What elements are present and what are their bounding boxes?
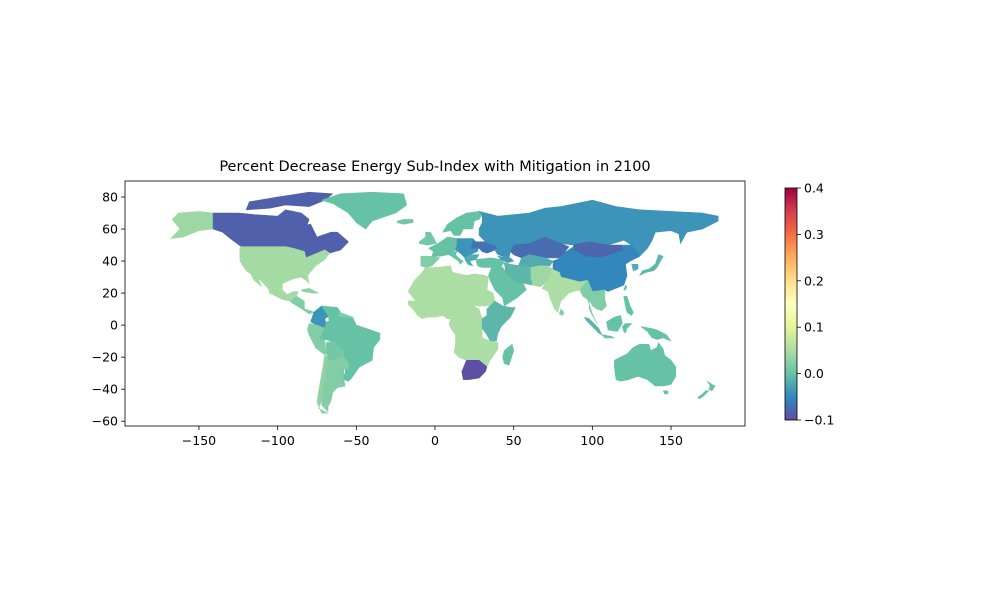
region-uruguay	[343, 372, 352, 382]
region-canada-arctic	[245, 191, 334, 211]
region-balkans	[464, 254, 480, 267]
region-south-africa	[461, 359, 488, 380]
region-java	[601, 334, 615, 339]
region-southeast-asia	[579, 279, 607, 324]
region-central-africa	[448, 305, 483, 342]
y-tick-label: 0	[110, 318, 118, 333]
colorbar-tick-label: 0.2	[804, 273, 824, 288]
region-greenland	[321, 191, 408, 230]
x-tick-label: 150	[659, 433, 683, 448]
chart-title: Percent Decrease Energy Sub-Index with M…	[219, 159, 650, 175]
region-central-america	[289, 295, 315, 315]
region-southern-africa	[453, 334, 499, 368]
y-tick-label: 80	[102, 190, 118, 205]
region-alaska	[170, 211, 214, 239]
colorbar-tick-label: 0.3	[804, 227, 824, 242]
region-new-guinea	[640, 326, 672, 342]
region-uk-ireland	[418, 231, 437, 246]
region-scandinavia	[442, 211, 483, 236]
x-tick-label: 100	[580, 433, 604, 448]
colorbar-tick-label: 0.4	[804, 181, 824, 196]
region-west-africa	[407, 300, 459, 320]
region-iberia	[420, 255, 441, 268]
map-regions	[170, 191, 719, 414]
colorbar	[784, 187, 798, 421]
y-tick-label: 40	[102, 254, 118, 269]
region-caucasus	[497, 255, 515, 264]
region-tasmania	[662, 390, 669, 395]
colorbar-tick-label: −0.1	[804, 413, 834, 428]
x-tick-label: −100	[260, 433, 294, 448]
region-madagascar	[502, 343, 515, 366]
y-tick-label: −20	[92, 350, 118, 365]
region-venezuela	[321, 305, 341, 323]
region-india	[541, 268, 588, 313]
x-tick-label: 50	[506, 433, 522, 448]
region-borneo	[606, 315, 623, 332]
region-italy	[445, 251, 464, 265]
y-tick-label: 20	[102, 286, 118, 301]
region-sumatra	[584, 316, 603, 336]
region-philippines	[623, 295, 634, 316]
region-horn-east-africa	[481, 300, 516, 342]
region-new-zealand-north	[706, 380, 716, 392]
region-cuba	[300, 287, 319, 294]
region-new-zealand-south	[697, 390, 710, 400]
colorbar-tick-label: 0.0	[804, 366, 824, 381]
region-sri-lanka	[558, 308, 565, 316]
x-tick-label: −50	[343, 433, 369, 448]
x-tick-label: 0	[431, 433, 439, 448]
x-tick-label: −150	[182, 433, 216, 448]
region-taiwan	[623, 284, 628, 291]
region-korea-japan	[631, 263, 639, 272]
x-axis: −150 −100 −50 0 50 100 150	[182, 426, 683, 448]
y-tick-label: −40	[92, 382, 118, 397]
region-sulawesi	[621, 323, 633, 334]
region-argentina	[321, 359, 346, 412]
region-iceland	[396, 219, 414, 225]
y-tick-label: −60	[92, 414, 118, 429]
colorbar-tick-label: 0.1	[804, 320, 824, 335]
colorbar-ticks: −0.1 0.0 0.1 0.2 0.3 0.4	[797, 181, 834, 428]
y-axis: −60 −40 −20 0 20 40 60 80	[92, 190, 125, 429]
y-tick-label: 60	[102, 222, 118, 237]
region-australia	[614, 342, 677, 387]
region-brazil	[319, 316, 381, 379]
region-japan	[639, 254, 664, 276]
